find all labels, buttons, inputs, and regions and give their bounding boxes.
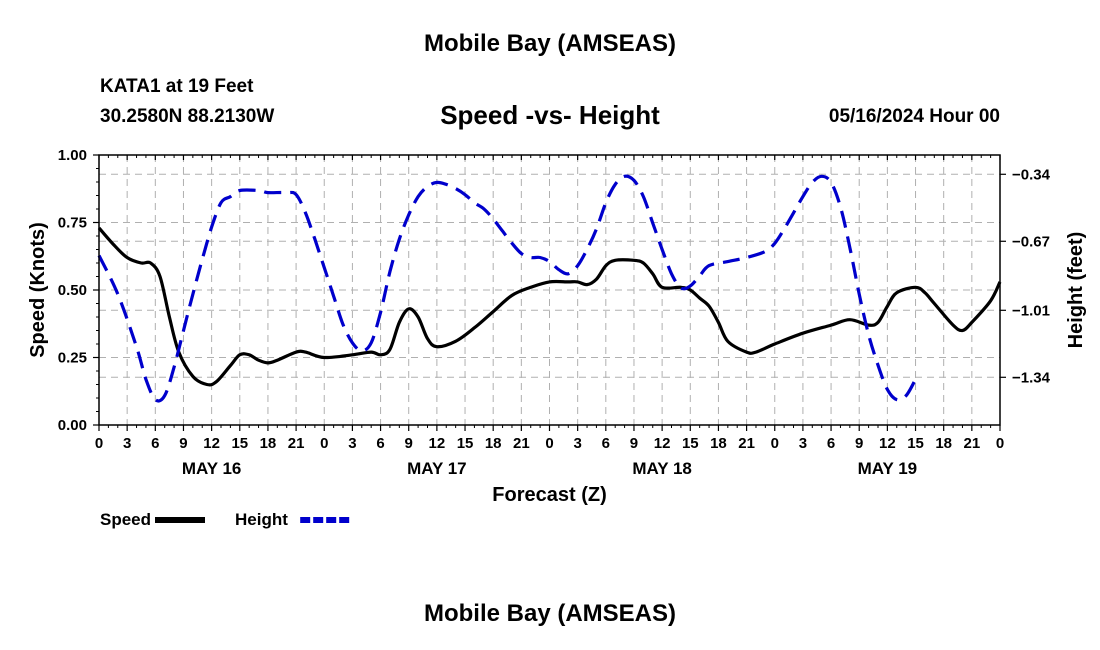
- legend: Speed Height: [100, 510, 351, 529]
- x-tick-label: 6: [827, 435, 835, 452]
- legend-label-height: Height: [235, 510, 288, 529]
- x-tick-label: 6: [602, 435, 610, 452]
- series-line-speed: [97, 226, 1002, 387]
- x-tick-label: 18: [260, 435, 277, 452]
- x-tick-label: 9: [179, 435, 187, 452]
- x-tick-label: 18: [935, 435, 952, 452]
- y-right-tick-label: −1.01: [1012, 302, 1050, 319]
- x-tick-label: 21: [288, 435, 305, 452]
- x-tick-label: 15: [682, 435, 699, 452]
- x-tick-label: 0: [996, 435, 1004, 452]
- station-label: KATA1 at 19 Feet: [100, 76, 254, 97]
- x-tick-label: 12: [429, 435, 446, 452]
- y-left-tick-label: 0.25: [58, 350, 87, 367]
- y-right-tick-label: −0.67: [1012, 233, 1050, 250]
- x-tick-label: 12: [879, 435, 896, 452]
- x-tick-label: 0: [545, 435, 553, 452]
- x-tick-label: 15: [231, 435, 248, 452]
- x-tick-label: 12: [203, 435, 220, 452]
- x-tick-label: 6: [151, 435, 159, 452]
- x-tick-label: 9: [855, 435, 863, 452]
- chart-subtitle: Speed -vs- Height: [440, 100, 660, 130]
- x-tick-label: 9: [405, 435, 413, 452]
- x-tick-label: 21: [738, 435, 755, 452]
- y-right-tick-label: −1.34: [1012, 369, 1051, 386]
- series-lines: [97, 174, 1002, 403]
- bottom-chart-title: Mobile Bay (AMSEAS): [423, 600, 677, 627]
- x-day-label: MAY 19: [858, 459, 918, 478]
- x-tick-label: 18: [485, 435, 502, 452]
- x-day-label: MAY 18: [632, 459, 692, 478]
- x-tick-label: 0: [95, 435, 103, 452]
- x-tick-label: 6: [376, 435, 384, 452]
- y-axis-right-label: Height (feet): [1065, 232, 1087, 349]
- chart-title: Mobile Bay (AMSEAS): [423, 30, 677, 57]
- x-tick-label: 15: [457, 435, 474, 452]
- x-tick-label: 21: [964, 435, 981, 452]
- x-tick-label: 3: [123, 435, 131, 452]
- axes: 0 3 6 9 12 15 18 21 0 3 6 9 12 15 18 21 0 3 6 9 12 15 18 21 0 3 6 9…: [58, 147, 1051, 478]
- x-tick-label: 21: [513, 435, 530, 452]
- grid: [99, 155, 1000, 425]
- series-line-height: [97, 174, 917, 403]
- y-left-tick-label: 1.00: [58, 147, 87, 164]
- x-tick-label: 0: [320, 435, 328, 452]
- x-axis-label: Forecast (Z): [492, 484, 606, 506]
- x-tick-label: 18: [710, 435, 727, 452]
- x-day-label: MAY 17: [407, 459, 467, 478]
- y-left-tick-label: 0.50: [58, 282, 87, 299]
- x-tick-label: 12: [654, 435, 671, 452]
- y-left-tick-label: 0.00: [58, 417, 87, 434]
- x-tick-label: 15: [907, 435, 924, 452]
- x-tick-label: 9: [630, 435, 638, 452]
- forecast-datetime: 05/16/2024 Hour 00: [828, 106, 1000, 127]
- x-tick-label: 0: [771, 435, 779, 452]
- x-tick-label: 3: [348, 435, 356, 452]
- x-day-label: MAY 16: [182, 459, 242, 478]
- station-coordinates: 30.2580N 88.2130W: [100, 106, 275, 127]
- y-left-tick-label: 0.75: [58, 215, 87, 232]
- x-tick-label: 3: [573, 435, 581, 452]
- legend-label-speed: Speed: [100, 510, 151, 529]
- y-axis-left-label: Speed (Knots): [27, 222, 49, 358]
- y-right-tick-label: −0.34: [1012, 166, 1051, 183]
- x-tick-label: 3: [799, 435, 807, 452]
